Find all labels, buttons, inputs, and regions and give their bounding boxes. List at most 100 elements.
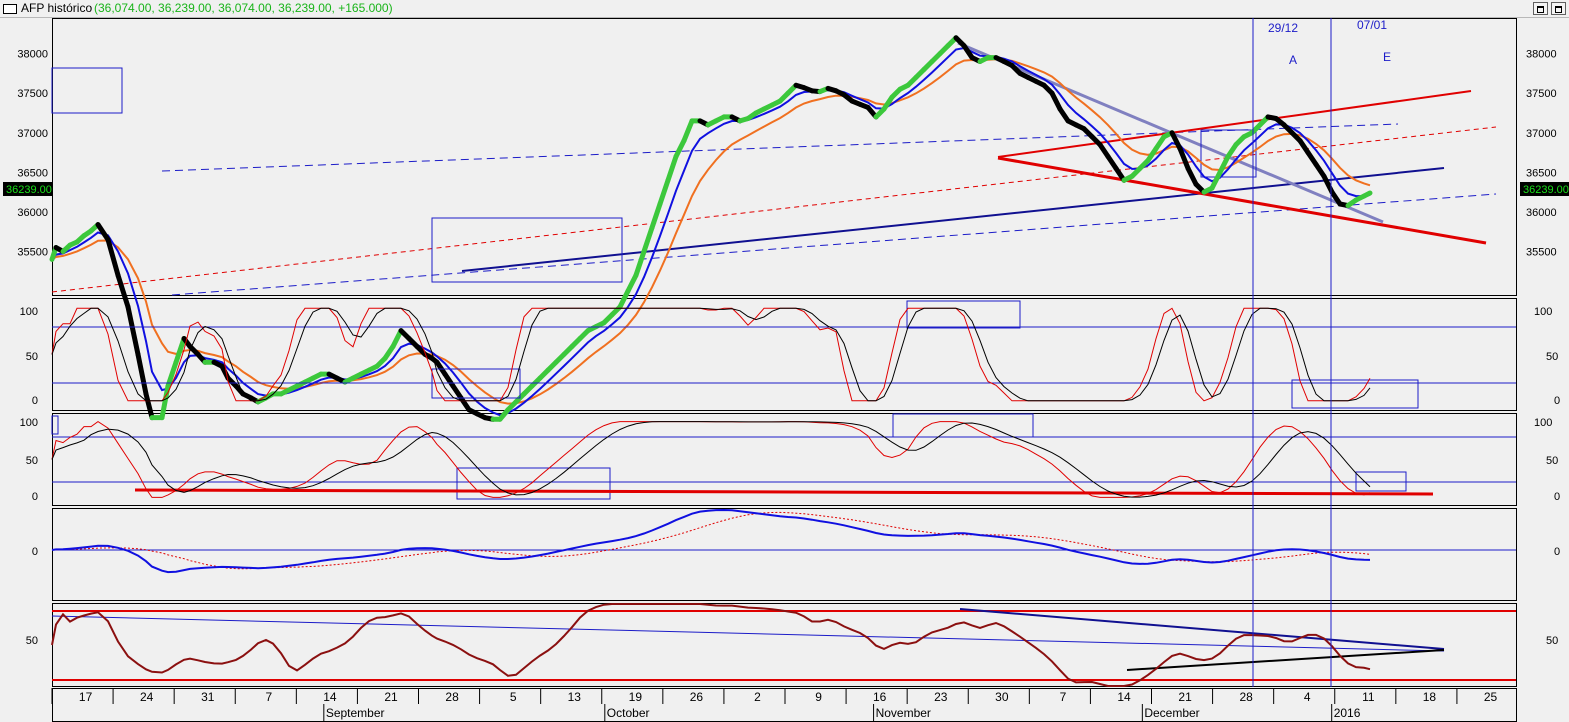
marker-date-a: 29/12 <box>1268 21 1298 35</box>
up-bar <box>649 201 663 231</box>
restore-right-button[interactable] <box>1551 2 1566 15</box>
strength-overlays <box>51 608 1516 681</box>
tick-label: 37000 <box>1526 128 1557 140</box>
stochastic-d-line <box>51 307 1371 402</box>
day-label: 13 <box>568 690 582 704</box>
month-label: September <box>326 706 385 720</box>
price-tag-left: 36239.00 <box>6 184 52 196</box>
tick-label: 0 <box>32 491 38 503</box>
tick-label: 0 <box>32 395 38 407</box>
month-label: November <box>876 706 931 720</box>
tick-label: 0 <box>1554 546 1560 558</box>
window-icon <box>3 4 17 14</box>
day-label: 18 <box>1423 690 1437 704</box>
day-label: 7 <box>1060 690 1067 704</box>
day-label: 28 <box>1239 690 1253 704</box>
falling-line <box>959 608 1445 650</box>
day-label: 4 <box>1304 690 1311 704</box>
day-label: 16 <box>873 690 887 704</box>
title-bar: AFP histórico (36,074.00, 36,239.00, 36,… <box>0 0 1569 18</box>
down-bar <box>1169 130 1183 152</box>
date-labels: 17 24 31 7 14 21 28 5 13 19 26 2 9 16 23 30 7 14 21 28 4 11 18… <box>51 688 1498 721</box>
day-label: 23 <box>934 690 948 704</box>
day-label: 21 <box>384 690 398 704</box>
down-bar <box>95 222 111 243</box>
tick-label: 100 <box>1534 306 1552 318</box>
current-price-tag: 36239.00 36239.00 <box>3 182 1569 196</box>
month-label: December <box>1144 706 1199 720</box>
strength-panel <box>52 603 1517 687</box>
down-bar <box>1049 90 1063 112</box>
day-label: 19 <box>629 690 643 704</box>
oscillator-signal-line <box>51 511 1371 570</box>
up-bar <box>657 177 671 207</box>
month-label: October <box>607 706 650 720</box>
tick-label: 37500 <box>1526 88 1557 100</box>
up-bar <box>1209 169 1223 191</box>
tick-label: 50 <box>1546 635 1558 647</box>
day-label: 30 <box>995 690 1009 704</box>
stochastic-panel <box>52 298 1517 411</box>
highlight-box <box>906 300 1021 329</box>
day-label: 9 <box>815 690 822 704</box>
up-bar <box>665 154 679 183</box>
dashed-channel-bottom <box>171 193 1497 296</box>
tick-label: 35500 <box>1526 246 1557 258</box>
tick-label: 100 <box>20 417 38 429</box>
highlight-box <box>1355 471 1407 492</box>
highlight-box <box>51 415 59 435</box>
day-label: 21 <box>1178 690 1192 704</box>
day-label: 2 <box>754 690 761 704</box>
slow-d-line <box>51 421 1371 498</box>
oscillator-line <box>51 508 1371 574</box>
tick-label: 35500 <box>17 246 48 258</box>
day-label: 5 <box>510 690 517 704</box>
lower-wedge-line <box>997 156 1487 245</box>
tick-label: 50 <box>26 455 38 467</box>
day-label: 25 <box>1484 690 1498 704</box>
down-bar <box>135 351 149 397</box>
tick-label: 50 <box>1546 455 1558 467</box>
highlight-box <box>892 413 1034 438</box>
restore-left-button[interactable] <box>1533 2 1548 15</box>
price-tag-right: 36239.00 <box>1523 184 1569 196</box>
vertical-markers: 29/12 A 07/01 E <box>1252 18 1391 687</box>
up-bar <box>165 359 179 389</box>
tick-label: 100 <box>20 306 38 318</box>
dashed-channel-top <box>161 123 1399 172</box>
tick-label: 37000 <box>17 128 48 140</box>
rising-line <box>1126 649 1445 671</box>
tick-label: 0 <box>32 546 38 558</box>
support-line <box>461 167 1445 272</box>
month-label: 2016 <box>1334 706 1361 720</box>
up-bar <box>1361 190 1373 199</box>
up-bar <box>633 248 647 278</box>
strength-line <box>51 603 1371 687</box>
price-series <box>49 35 1373 422</box>
tick-label: 0 <box>1554 491 1560 503</box>
day-label: 28 <box>445 690 459 704</box>
panel-frames <box>52 18 1517 722</box>
tick-label: 36000 <box>1526 207 1557 219</box>
up-bar <box>390 328 404 349</box>
tick-label: 38000 <box>1526 49 1557 61</box>
chart-title: AFP histórico <box>21 1 93 15</box>
up-bar <box>159 383 171 421</box>
highlight-box <box>1200 129 1257 178</box>
price-y-axis: 35500 35500 36000 36000 36500 36500 37000 37000… <box>17 49 1556 259</box>
tick-label: 36000 <box>17 207 48 219</box>
down-bar <box>1177 146 1191 171</box>
down-bar <box>105 237 121 278</box>
up-bar <box>173 336 187 365</box>
up-bar <box>617 288 631 310</box>
price-panel <box>52 18 1517 296</box>
up-bar <box>641 225 655 254</box>
down-bar <box>115 272 131 310</box>
tick-label: 50 <box>26 351 38 363</box>
down-bar <box>143 391 155 421</box>
highlight-box <box>1291 379 1419 409</box>
fast-moving-average <box>51 46 1371 417</box>
lower-y-axes: 100 50 0 100 50 0 100 50 0 100 50 0 0 0 … <box>20 306 1560 647</box>
